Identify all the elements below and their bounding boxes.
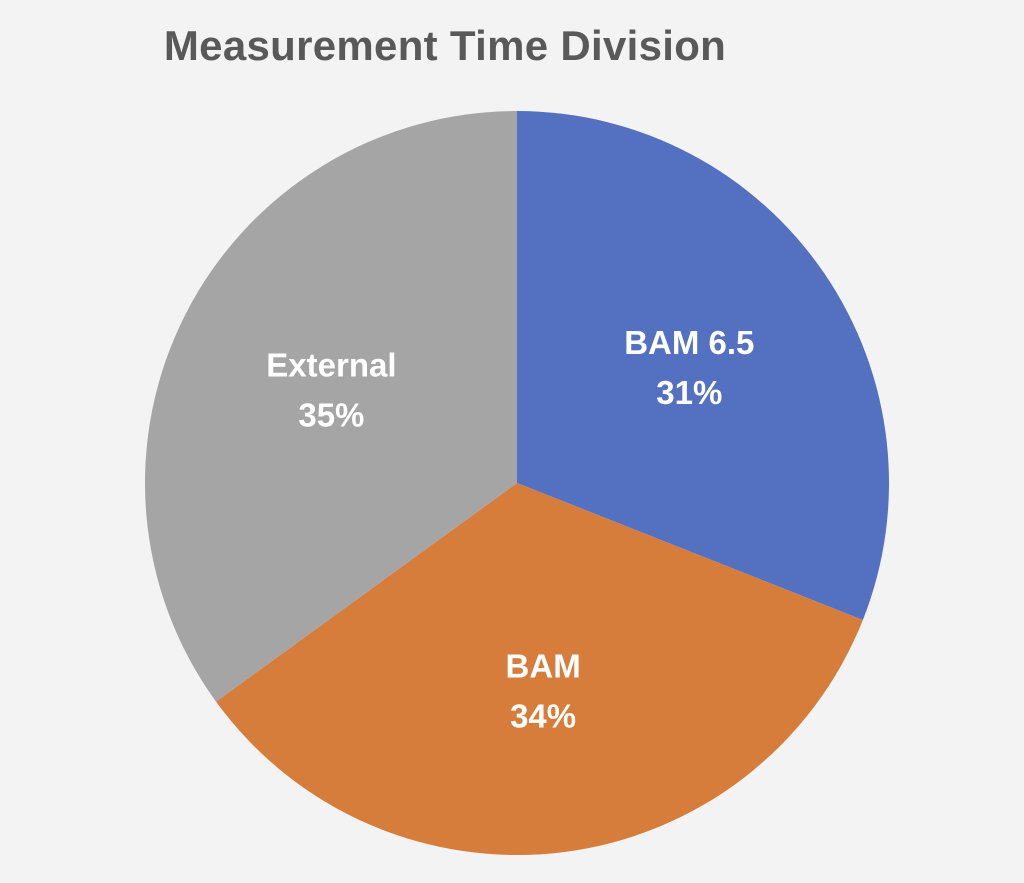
pie-labels: BAM 6.5 31% BAM 34% External 35% xyxy=(266,324,754,735)
slice-value-label: 31% xyxy=(656,374,722,411)
slice-label: BAM 6.5 xyxy=(624,324,754,361)
pie-slices xyxy=(145,111,889,855)
slice-label: External xyxy=(266,346,396,383)
pie-slice-external xyxy=(145,111,518,702)
slice-value-label: 34% xyxy=(510,698,576,735)
pie-slice-bam xyxy=(216,483,863,855)
slice-value-label: 35% xyxy=(298,396,364,433)
chart-title: Measurement Time Division xyxy=(163,22,727,69)
pie-slice-bam-6-5 xyxy=(517,111,889,620)
slice-label: BAM xyxy=(506,648,581,685)
